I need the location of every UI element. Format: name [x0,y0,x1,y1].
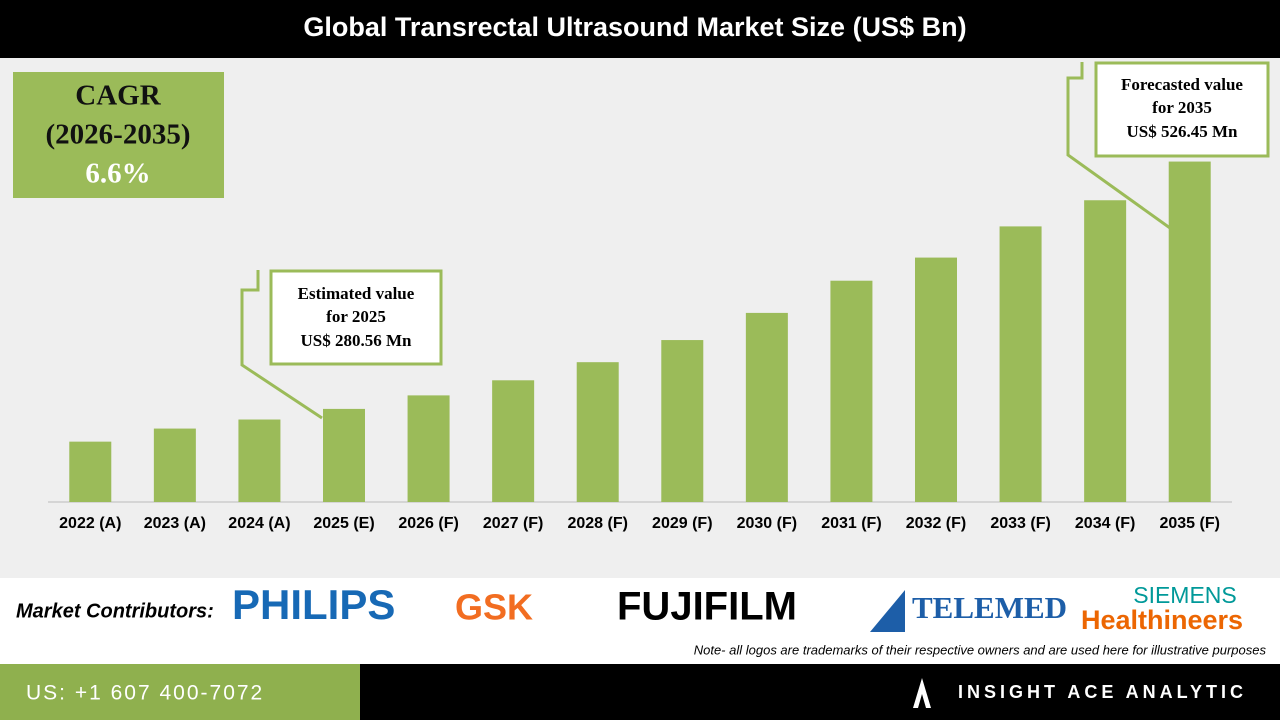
x-tick-label: 2030 (F) [737,515,797,532]
contributors-strip [0,578,1280,664]
brand: INSIGHT ACE ANALYTIC [958,682,1247,702]
x-tick-label: 2026 (F) [398,515,458,532]
logo: SIEMENS [1133,582,1237,608]
annotation: US$ 526.45 Mn [1127,122,1239,141]
logo: GSK [455,587,533,628]
cagr-value: 6.6% [85,158,150,190]
logo-mark [870,590,905,632]
x-tick-label: 2027 (F) [483,515,543,532]
phone-box [0,664,360,720]
bar [830,280,873,502]
annotation: US$ 280.56 Mn [301,331,413,350]
callout-line [240,270,323,420]
x-tick-label: 2028 (F) [567,515,627,532]
bar [238,419,281,502]
bar [69,441,112,502]
contributors-label: Market Contributors: [16,600,214,622]
x-tick-label: 2032 (F) [906,515,966,532]
logo: TELEMED [912,590,1067,625]
x-tick-label: 2034 (F) [1075,515,1135,532]
bar [492,380,535,502]
x-tick-label: 2025 (E) [313,515,374,532]
x-tick-label: 2031 (F) [821,515,881,532]
logo: PHILIPS [232,581,395,628]
callout-line [1066,62,1171,230]
x-tick-label: 2023 (A) [144,515,206,532]
x-tick-label: 2022 (A) [59,515,121,532]
annotation: Estimated value [298,284,415,303]
annotation: for 2035 [1152,98,1212,117]
bar [1168,161,1211,503]
note: Note- all logos are trademarks of their … [694,642,1267,657]
x-tick-label: 2029 (F) [652,515,712,532]
bar [407,395,450,502]
bar [153,428,196,502]
bar [661,340,704,502]
cagr-label: CAGR [75,80,161,112]
annotation: Forecasted value [1121,75,1243,94]
logo: Healthineers [1081,605,1243,635]
phone: US: +1 607 400-7072 [26,682,264,705]
callout-box [1094,61,1270,158]
brand-icon [913,678,931,708]
bar [1084,200,1127,503]
bar [999,226,1042,503]
annotation: for 2025 [326,307,386,326]
bar [915,257,957,502]
cagr-box [13,72,224,198]
bar [323,408,365,502]
bar [576,362,619,502]
logo: FUJIFILM [617,585,797,629]
x-tick-label: 2035 (F) [1159,515,1219,532]
chart-title: Global Transrectal Ultrasound Market Siz… [303,12,966,42]
x-tick-label: 2033 (F) [990,515,1050,532]
cagr-period: (2026-2035) [46,119,191,151]
callout-box [269,269,443,366]
x-tick-label: 2024 (A) [228,515,290,532]
bar [745,312,788,502]
title-bar [0,0,1280,58]
brand-bar [360,664,1280,720]
